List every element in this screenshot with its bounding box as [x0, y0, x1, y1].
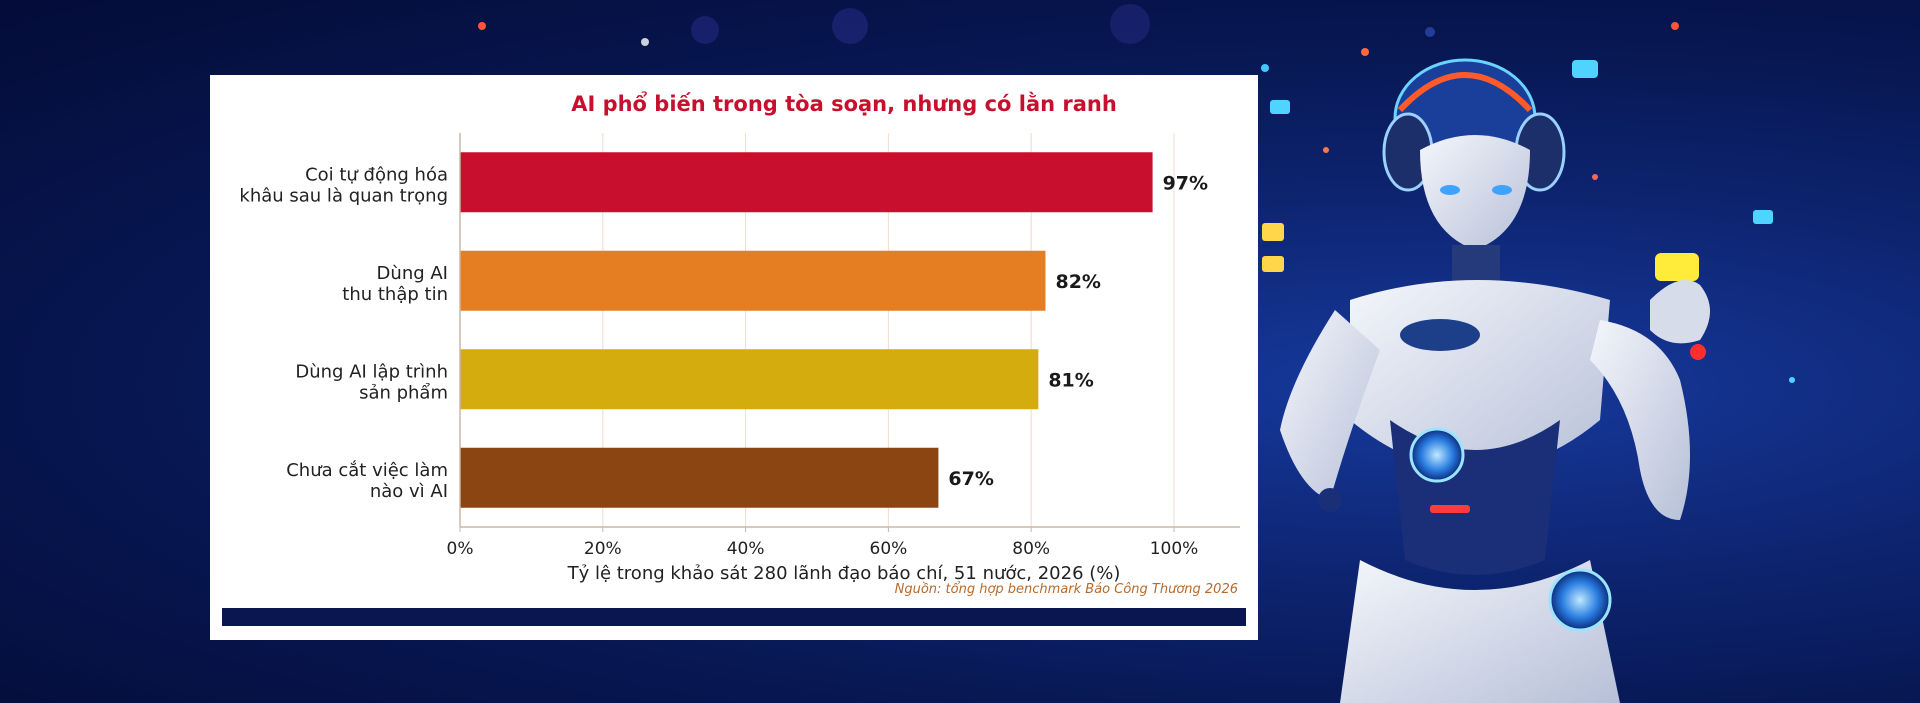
category-label: Chưa cắt việc làm nào vì AI: [286, 460, 448, 502]
x-tick-labels: 0% 20% 40% 60% 80% 100%: [447, 527, 1199, 559]
chart-title: AI phổ biến trong tòa soạn, nhưng có lằn…: [571, 91, 1117, 116]
value-label: 97%: [1163, 172, 1208, 194]
robot-figure: [1280, 58, 1710, 703]
bars: [460, 152, 1153, 508]
bar-chart: AI phổ biến trong tòa soạn, nhưng có lằn…: [222, 91, 1246, 626]
bar: [460, 152, 1153, 213]
x-tick-label: 80%: [1012, 539, 1050, 559]
bar: [460, 250, 1046, 311]
axes: [459, 133, 1240, 528]
value-label: 67%: [948, 468, 993, 490]
x-tick-label: 40%: [727, 539, 765, 559]
value-labels: 97% 82% 81% 67%: [948, 172, 1208, 490]
category-label: Coi tự động hóa khâu sau là quan trọng: [239, 164, 448, 206]
x-tick-label: 60%: [870, 539, 908, 559]
background-lights: [478, 4, 1795, 383]
bar: [460, 349, 1039, 410]
value-label: 81%: [1048, 369, 1093, 391]
x-tick-label: 20%: [584, 539, 622, 559]
x-tick-label: 0%: [447, 539, 474, 559]
value-label: 82%: [1055, 271, 1100, 293]
x-tick-label: 100%: [1150, 539, 1199, 559]
bottom-bar: [222, 608, 1246, 626]
source-note: Nguồn: tổng hợp benchmark Báo Công Thươn…: [895, 582, 1238, 597]
x-axis-label: Tỷ lệ trong khảo sát 280 lãnh đạo báo ch…: [567, 563, 1121, 584]
chart-card: AI phổ biến trong tòa soạn, nhưng có lằn…: [210, 75, 1258, 640]
category-label: Dùng AI lập trình sản phẩm: [295, 361, 448, 403]
category-label: Dùng AI thu thập tin: [342, 263, 448, 305]
bar: [460, 447, 939, 508]
category-labels: Coi tự động hóa khâu sau là quan trọng Dùn…: [239, 164, 448, 502]
